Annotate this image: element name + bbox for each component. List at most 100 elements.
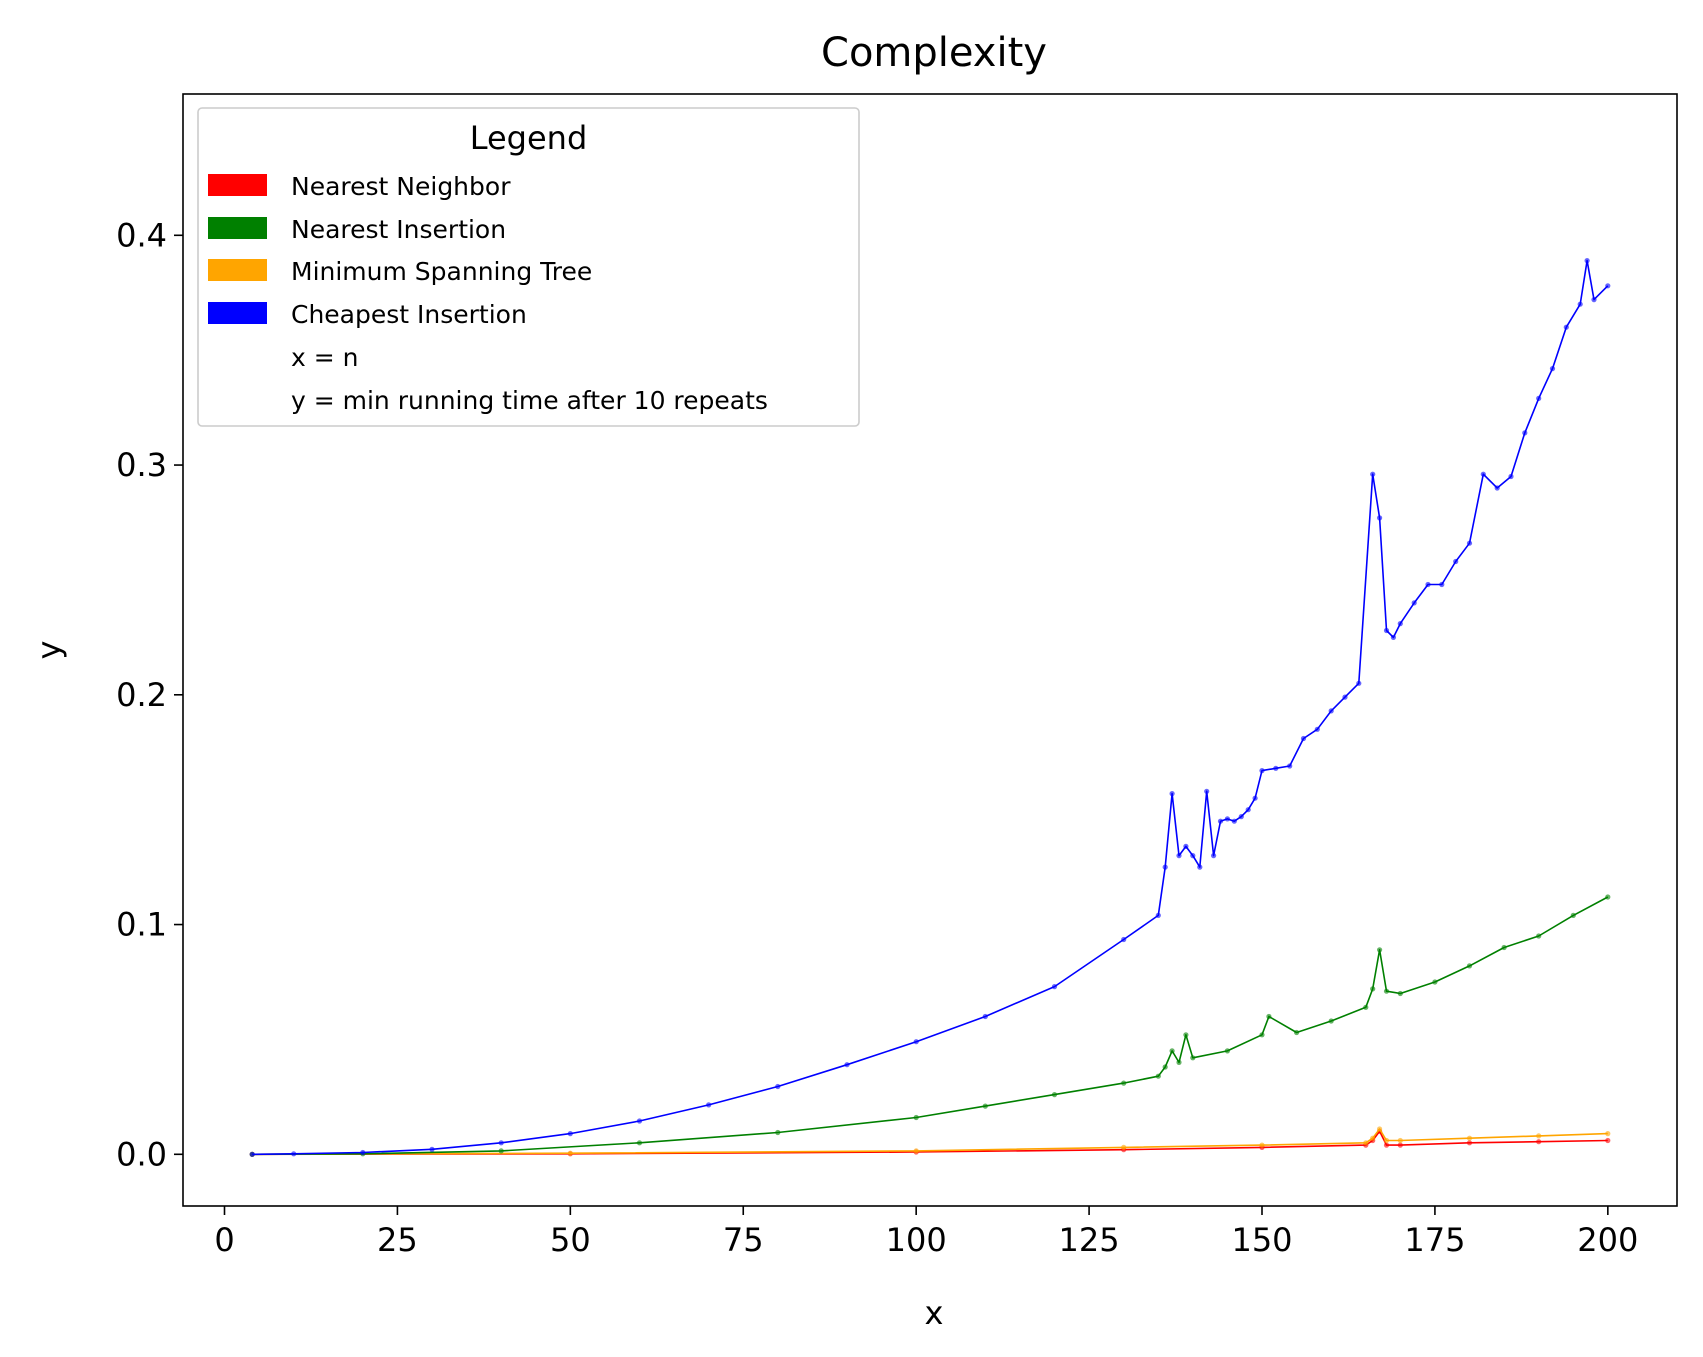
data-point-minimum-spanning-tree [1370,1135,1376,1141]
x-tick-label: 50 [550,1221,591,1259]
data-point-cheapest-insertion [1466,540,1473,546]
data-point-cheapest-insertion [1549,366,1556,372]
x-tick-label: 100 [886,1221,947,1259]
data-point-nearest-insertion [1051,1092,1058,1098]
data-point-cheapest-insertion [1508,473,1514,480]
data-point-cheapest-insertion [1252,795,1258,801]
data-point-cheapest-insertion [1300,735,1307,742]
data-point-nearest-insertion [913,1114,919,1121]
axes: 0 25 50 75 100 125 150 175 200 0.0 0.1 0.2 0.3 0.4 [116,93,1678,1259]
series-nearest-insertion [249,894,1611,1157]
data-point-nearest-insertion [1466,963,1473,969]
data-point-cheapest-insertion [1494,485,1500,491]
x-tick-label: 0 [214,1221,234,1259]
data-point-cheapest-insertion [1370,471,1376,477]
data-point-nearest-insertion [1224,1048,1230,1054]
data-point-cheapest-insertion [1121,936,1127,943]
data-point-minimum-spanning-tree [1605,1131,1611,1137]
plot-area [249,258,1611,1157]
data-point-cheapest-insertion [1390,634,1396,641]
data-point-nearest-insertion [775,1129,781,1136]
data-point-nearest-neighbor [1605,1137,1611,1144]
data-point-minimum-spanning-tree [567,1150,573,1156]
data-point-nearest-insertion [498,1148,504,1154]
data-point-cheapest-insertion [1217,818,1224,824]
data-point-cheapest-insertion [1231,818,1237,824]
data-point-cheapest-insertion [775,1083,781,1090]
x-tick-label: 25 [377,1221,418,1259]
data-point-cheapest-insertion [1425,581,1431,588]
data-point-cheapest-insertion [360,1149,366,1156]
legend-label-minimum-spanning-tree: Minimum Spanning Tree [291,257,592,286]
data-point-cheapest-insertion [1342,694,1348,700]
series-line-cheapest-insertion [252,259,1609,1156]
data-point-cheapest-insertion [429,1146,435,1152]
legend-swatch-nearest-insertion [208,217,267,239]
data-point-cheapest-insertion [1577,301,1583,307]
x-tick-label: 175 [1404,1221,1465,1259]
data-point-nearest-insertion [1294,1029,1300,1036]
axes-frame [182,93,1678,1207]
data-point-cheapest-insertion [1522,430,1528,436]
data-point-cheapest-insertion [1439,581,1445,588]
data-point-minimum-spanning-tree [1466,1135,1473,1141]
legend-swatch-minimum-spanning-tree [208,259,267,281]
data-point-nearest-insertion [1377,947,1383,953]
x-axis-label: x [925,1294,944,1332]
series-line-nearest-insertion [252,896,1609,1156]
data-point-minimum-spanning-tree [913,1148,919,1154]
data-point-cheapest-insertion [1591,297,1597,303]
data-point-cheapest-insertion [1328,708,1334,714]
data-point-nearest-insertion [1259,1032,1265,1038]
data-point-cheapest-insertion [1224,816,1230,822]
data-point-cheapest-insertion [567,1131,573,1137]
y-tick-label: 0.2 [116,676,167,714]
data-point-nearest-insertion [1155,1073,1161,1079]
data-point-cheapest-insertion [1397,621,1403,627]
data-point-minimum-spanning-tree [1259,1142,1265,1148]
data-point-cheapest-insertion [1245,807,1251,813]
data-point-nearest-insertion [1363,1004,1369,1010]
y-tick-label: 0.3 [116,446,167,484]
data-point-cheapest-insertion [1273,765,1279,771]
data-point-cheapest-insertion [1356,680,1362,686]
data-point-cheapest-insertion [1176,853,1182,859]
data-point-cheapest-insertion [1238,814,1244,820]
data-point-cheapest-insertion [1605,283,1611,289]
data-point-cheapest-insertion [1584,258,1590,264]
data-point-cheapest-insertion [1155,912,1161,919]
data-point-cheapest-insertion [1204,788,1210,794]
data-point-minimum-spanning-tree [1363,1140,1369,1146]
legend-label-nearest-neighbor: Nearest Neighbor [291,172,511,201]
data-point-nearest-insertion [1169,1048,1175,1054]
y-tick-label: 0.1 [116,906,167,944]
data-point-cheapest-insertion [1453,558,1459,565]
data-point-nearest-insertion [1190,1055,1196,1061]
data-point-cheapest-insertion [249,1151,255,1157]
data-point-nearest-insertion [1383,988,1390,994]
data-point-cheapest-insertion [1162,864,1168,870]
legend-note: y = min running time after 10 repeats [291,386,768,415]
data-point-nearest-insertion [1176,1059,1182,1065]
data-point-cheapest-insertion [1377,515,1383,521]
series-line-minimum-spanning-tree [252,1128,1608,1156]
data-point-cheapest-insertion [1211,853,1217,859]
legend-label-cheapest-insertion: Cheapest Insertion [291,300,527,329]
data-point-nearest-neighbor [1466,1140,1473,1146]
legend-note: x = n [291,343,358,372]
data-point-minimum-spanning-tree [1121,1144,1127,1150]
data-point-cheapest-insertion [1190,853,1196,859]
legend-box [197,107,860,427]
data-point-nearest-neighbor [1383,1142,1390,1148]
data-point-cheapest-insertion [1259,768,1265,774]
data-point-cheapest-insertion [706,1102,712,1108]
y-axis-label: y [30,641,68,660]
data-point-cheapest-insertion [1536,395,1542,401]
data-point-nearest-insertion [1397,990,1403,997]
data-point-cheapest-insertion [1411,600,1417,606]
data-point-cheapest-insertion [1183,843,1189,850]
data-point-minimum-spanning-tree [1377,1126,1383,1132]
data-point-cheapest-insertion [1480,471,1486,477]
data-point-nearest-insertion [1570,912,1576,919]
data-point-nearest-neighbor [1397,1142,1403,1148]
